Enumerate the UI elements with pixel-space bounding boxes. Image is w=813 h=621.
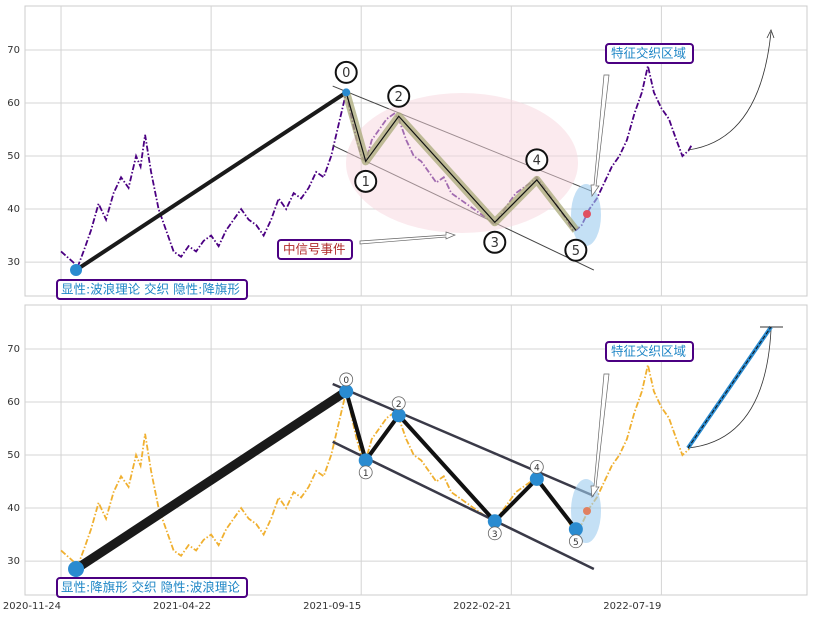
pivot-point bbox=[342, 88, 351, 97]
annotation-box bbox=[56, 577, 248, 598]
pivot-label: 2 bbox=[395, 90, 403, 105]
pivot-label: 5 bbox=[572, 244, 580, 259]
annotation-box bbox=[605, 43, 694, 64]
pivot-label: 4 bbox=[533, 153, 541, 168]
curve-arrow bbox=[687, 31, 772, 151]
pivot-point bbox=[487, 514, 502, 529]
y-tick-label: 50 bbox=[7, 450, 20, 461]
hollow-arrow bbox=[590, 74, 610, 197]
annotation: 特征交织区域 bbox=[611, 46, 686, 61]
start-point bbox=[68, 561, 85, 578]
pivot-point bbox=[358, 453, 373, 468]
annotation: 显性:波浪理论 交织 隐性:降旗形 bbox=[61, 282, 240, 297]
curve-arrow bbox=[687, 329, 772, 449]
pivot-label: 4 bbox=[534, 463, 540, 473]
pivot-label: 3 bbox=[491, 236, 499, 251]
pivot-label: 1 bbox=[363, 469, 369, 479]
pivot-label: 0 bbox=[342, 66, 350, 81]
y-tick-label: 60 bbox=[7, 98, 20, 109]
wave-layer: 0 1 2 3 4 5 bbox=[70, 60, 588, 277]
x-tick-label: 2022-02-21 bbox=[453, 601, 511, 612]
arrow-head bbox=[766, 29, 775, 39]
pivot-label-ring bbox=[529, 459, 544, 474]
signal-dot bbox=[583, 507, 591, 515]
pivot-label-ring bbox=[525, 148, 549, 172]
signal-dot bbox=[583, 210, 591, 218]
y-tick-label: 50 bbox=[7, 151, 20, 162]
pivot-label-ring bbox=[387, 84, 411, 108]
x-tick-label: 2022-07-19 bbox=[603, 601, 661, 612]
pivot-label: 1 bbox=[362, 175, 370, 190]
pivot-label: 0 bbox=[343, 376, 349, 386]
pivot-label-ring bbox=[339, 372, 354, 387]
wave-line bbox=[345, 92, 577, 231]
y-tick-label: 30 bbox=[7, 257, 20, 268]
annotation-box bbox=[605, 341, 694, 362]
pivot-point bbox=[391, 408, 406, 423]
pivot-label-ring bbox=[354, 169, 378, 193]
channel-line bbox=[332, 382, 595, 498]
wave-line bbox=[344, 390, 578, 531]
x-tick-label: 2021-09-15 bbox=[303, 601, 361, 612]
pivot-label-ring bbox=[568, 534, 583, 549]
pivot-label-ring bbox=[334, 60, 358, 84]
annotation: 特征交织区域 bbox=[611, 344, 686, 359]
x-tick-label: 2021-04-22 bbox=[153, 601, 211, 612]
start-point bbox=[70, 264, 83, 277]
y-tick-label: 30 bbox=[7, 556, 20, 567]
y-tick-label: 40 bbox=[7, 204, 20, 215]
annotation: 中信号事件 bbox=[283, 242, 346, 257]
pivot-label: 3 bbox=[492, 530, 498, 540]
wave-layer: 0 1 2 3 4 5 bbox=[68, 372, 583, 578]
pivot-label-ring bbox=[391, 396, 406, 411]
wave-segment bbox=[71, 386, 351, 574]
pivot-label-ring bbox=[358, 465, 373, 480]
annotation-box bbox=[56, 279, 248, 300]
y-tick-label: 70 bbox=[7, 45, 20, 56]
pivot-label-ring bbox=[487, 526, 502, 541]
x-tick-label: 2020-11-24 bbox=[3, 601, 61, 612]
hollow-arrow bbox=[359, 231, 456, 245]
y-tick-label: 70 bbox=[7, 344, 20, 355]
annotation-box bbox=[277, 239, 353, 260]
channel-line bbox=[332, 440, 595, 571]
pivot-point bbox=[529, 471, 544, 486]
overlay: 显性:波浪理论 交织 隐性:降旗形 中信号事件 特征交织区域 显性:降旗形 交织… bbox=[56, 43, 694, 598]
pivot-label-ring bbox=[483, 230, 507, 254]
pivot-label: 2 bbox=[396, 400, 402, 410]
hollow-arrow bbox=[590, 373, 610, 498]
pivot-label: 5 bbox=[573, 538, 579, 548]
wave-segment bbox=[74, 90, 349, 273]
pivot-label-ring bbox=[564, 238, 588, 262]
trend-line bbox=[687, 326, 772, 449]
y-tick-label: 40 bbox=[7, 503, 20, 514]
y-tick-label: 60 bbox=[7, 397, 20, 408]
pivot-point bbox=[568, 522, 583, 537]
annotation: 显性:降旗形 交织 隐性:波浪理论 bbox=[61, 580, 240, 595]
pivot-point bbox=[339, 384, 354, 399]
